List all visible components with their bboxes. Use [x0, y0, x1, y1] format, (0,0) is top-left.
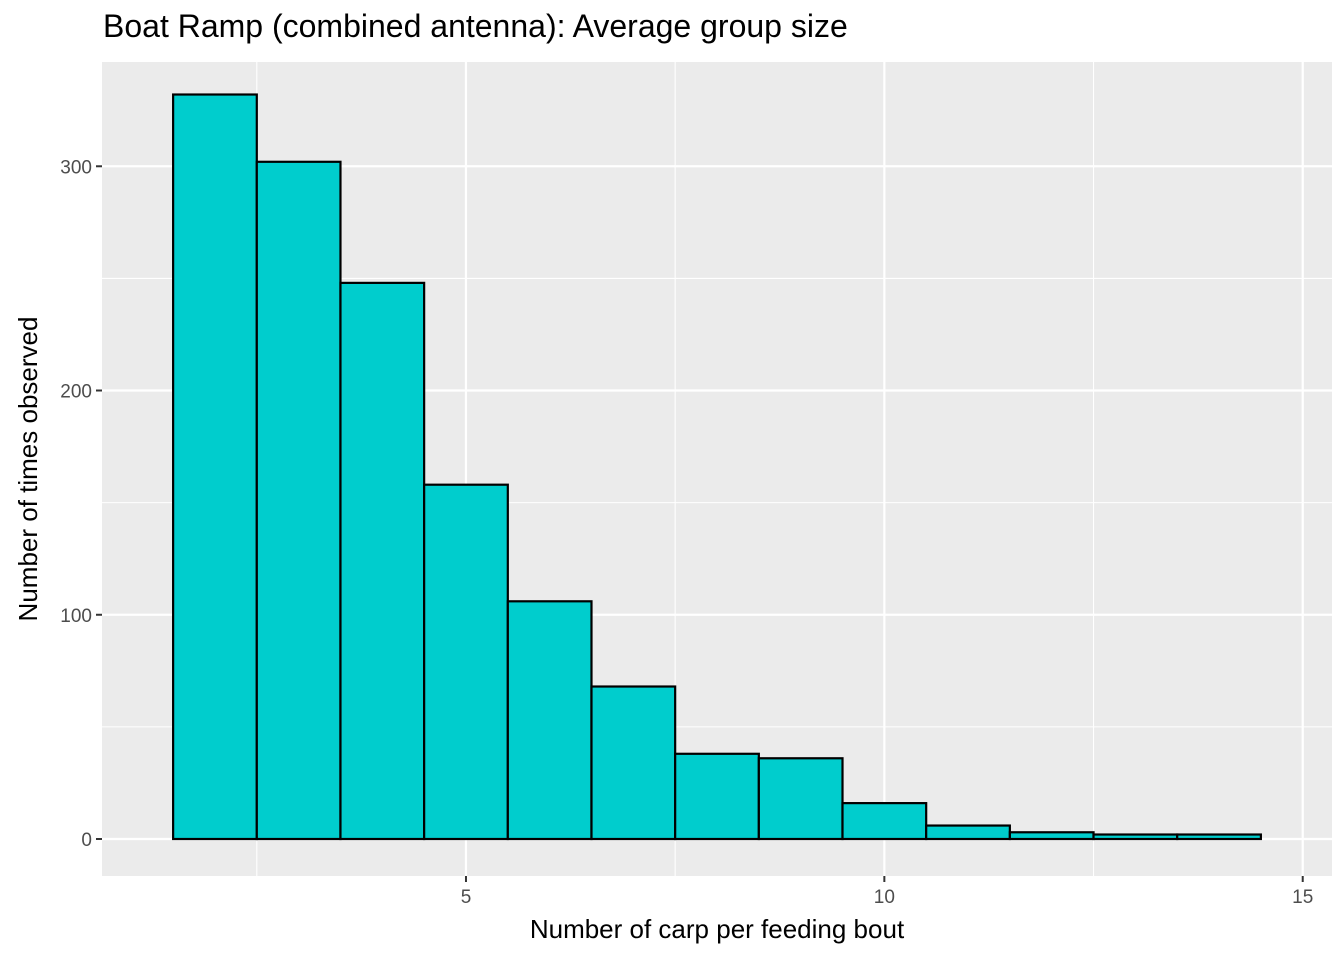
y-tick-label: 0	[81, 830, 92, 851]
histogram-bar	[674, 752, 760, 841]
x-tick-label: 10	[874, 887, 895, 908]
chart-title: Boat Ramp (combined antenna): Average gr…	[103, 8, 848, 44]
histogram-bar	[506, 600, 593, 841]
histogram-bar	[1008, 831, 1095, 841]
histogram-bar	[423, 483, 509, 841]
histogram-bar	[590, 685, 677, 841]
y-axis: 0 100 200 300	[60, 157, 102, 851]
y-tick-label: 100	[60, 606, 92, 627]
y-tick-label: 300	[60, 157, 92, 178]
y-tick-label: 200	[60, 382, 92, 403]
histogram-bar	[172, 93, 258, 841]
histogram-bar	[841, 802, 928, 841]
histogram-bar	[757, 757, 844, 841]
x-tick-label: 15	[1292, 887, 1313, 908]
histogram-bars	[172, 93, 1262, 841]
histogram-bar	[925, 824, 1011, 841]
histogram-bar	[255, 160, 342, 841]
x-axis-title: Number of carp per feeding bout	[530, 914, 905, 944]
y-axis-title: Number of times observed	[13, 317, 43, 622]
histogram-bar	[1092, 833, 1179, 841]
x-tick-label: 5	[461, 887, 472, 908]
histogram-bar	[1176, 833, 1262, 841]
histogram-bar	[339, 281, 426, 841]
x-axis: 5 10 15	[461, 876, 1313, 908]
